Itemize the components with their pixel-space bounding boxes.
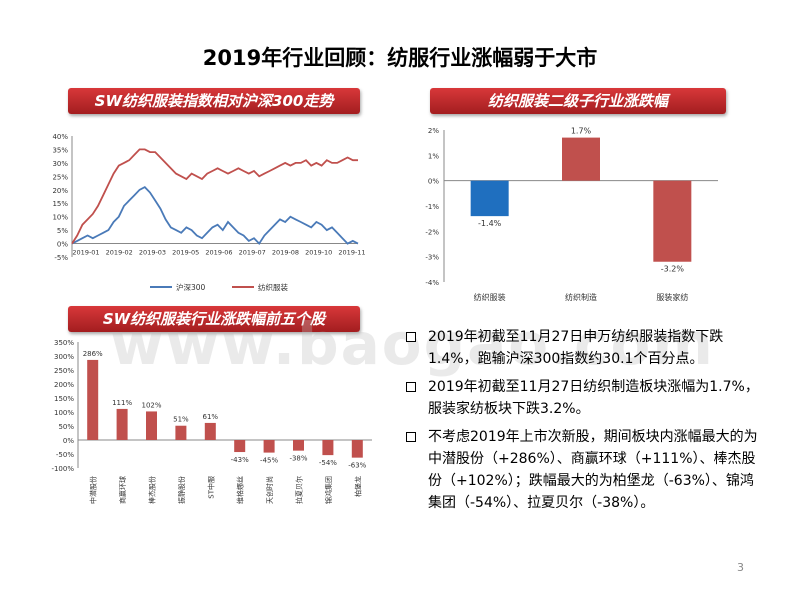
- y-tick-label: 35%: [52, 146, 68, 154]
- x-tick-label: 2019-03: [139, 249, 166, 257]
- bar: [562, 137, 600, 181]
- square-bullet-icon: [406, 432, 416, 442]
- bar: [263, 440, 275, 453]
- bar: [146, 411, 157, 440]
- data-label: -63%: [348, 462, 366, 470]
- sub-industry-chart: 2% 1% 0% -1% -2% -3% -4% -1.4% 纺织服装 1.7% 纺织制造 -3.2%…: [425, 127, 718, 302]
- legend-label: 沪深300: [176, 282, 206, 292]
- bullet-text: 2019年初截至11月27日申万纺织服装指数下跌1.4%，跑输沪深300指数约3…: [428, 329, 724, 367]
- slide-title: 2019年行业回顾：纺服行业涨幅弱于大市: [202, 46, 598, 70]
- y-tick-label: 350%: [54, 339, 74, 347]
- line-chart-banner: SW纺织服装指数相对沪深300走势: [68, 88, 360, 114]
- bullet-text: 2019年初截至11月27日纺织制造板块涨幅为1.7%，服装家纺板块下跌3.2%…: [428, 379, 759, 417]
- top-stocks-banner: SW纺织服装行业涨跌幅前五个股: [68, 306, 360, 332]
- series-line-hs300: [71, 185, 359, 246]
- category-label: 维格娜丝: [236, 476, 245, 504]
- y-tick-label: 2%: [428, 127, 439, 135]
- bar: [204, 422, 216, 440]
- category-label: 中潜股份: [89, 476, 98, 504]
- x-tick-label: 2019-07: [239, 249, 266, 257]
- bar: [653, 180, 692, 262]
- bar: [470, 180, 509, 217]
- data-label: -38%: [289, 455, 307, 463]
- bar: [87, 359, 99, 440]
- x-tick-label: 2019-10: [305, 249, 332, 257]
- y-tick-label: 0%: [428, 178, 439, 186]
- y-tick-label: 250%: [54, 367, 74, 375]
- series-line-textile: [71, 148, 358, 245]
- category-label: 纺织制造: [565, 292, 597, 302]
- data-label: -43%: [231, 456, 249, 464]
- y-tick-label: 0%: [63, 437, 74, 445]
- bullet-text: 不考虑2019年上市次新股，期间板块内涨幅最大的为中潜股份（+286%）、商赢环…: [428, 429, 758, 511]
- x-tick-label: 2019-01: [72, 249, 99, 257]
- y-tick-label: -1%: [425, 203, 439, 211]
- x-tick-label: 2019-06: [205, 249, 232, 257]
- y-tick-label: 50%: [58, 423, 74, 431]
- data-label: 51%: [173, 416, 189, 424]
- y-tick-label: -100%: [51, 465, 74, 473]
- y-tick-label: -3%: [425, 254, 439, 262]
- y-tick-label: 200%: [54, 381, 74, 389]
- data-label: 61%: [203, 413, 219, 421]
- x-tick-label: 2019-02: [106, 249, 133, 257]
- data-label: 1.7%: [571, 127, 592, 136]
- legend-label: 纺织服装: [258, 282, 288, 292]
- x-tick-label: 2019-05: [172, 249, 199, 257]
- x-tick-label: 2019-08: [272, 249, 299, 257]
- y-tick-label: 10%: [52, 214, 68, 222]
- category-label: 拉夏贝尔: [295, 476, 304, 504]
- bar: [351, 440, 363, 458]
- bullet-item: 不考虑2019年上市次新股，期间板块内涨幅最大的为中潜股份（+286%）、商赢环…: [404, 426, 764, 514]
- y-tick-label: 0%: [57, 241, 68, 249]
- category-label: 棒杰股份: [148, 476, 157, 504]
- category-label: 柏堡龙: [353, 476, 362, 497]
- y-tick-label: 300%: [54, 353, 74, 361]
- square-bullet-icon: [406, 332, 416, 342]
- category-label: ST中服: [206, 476, 215, 499]
- category-label: 服装家纺: [656, 292, 688, 302]
- page-number: 3: [737, 561, 744, 574]
- category-label: 锦鸿集团: [324, 476, 333, 504]
- bullet-list: 2019年初截至11月27日申万纺织服装指数下跌1.4%，跑输沪深300指数约3…: [404, 326, 764, 520]
- category-label: 商赢环球: [118, 476, 127, 504]
- y-tick-label: 100%: [54, 409, 74, 417]
- bullet-item: 2019年初截至11月27日申万纺织服装指数下跌1.4%，跑输沪深300指数约3…: [404, 326, 764, 370]
- data-label: 286%: [83, 350, 103, 358]
- bar: [116, 408, 128, 440]
- bar: [322, 440, 334, 456]
- y-tick-label: -5%: [54, 254, 68, 262]
- y-tick-label: 25%: [52, 173, 68, 181]
- category-label: 振静股份: [177, 476, 186, 504]
- category-label: 天创时尚: [265, 476, 274, 504]
- square-bullet-icon: [406, 382, 416, 392]
- y-tick-label: 40%: [52, 133, 68, 141]
- bar: [293, 440, 304, 451]
- y-tick-label: 150%: [54, 395, 74, 403]
- data-label: -45%: [260, 457, 278, 465]
- data-label: 111%: [112, 399, 132, 407]
- y-tick-label: 30%: [52, 160, 68, 168]
- sub-industry-banner: 纺织服装二级子行业涨跌幅: [430, 88, 726, 114]
- data-label: -1.4%: [478, 219, 502, 228]
- y-tick-label: -2%: [425, 228, 439, 236]
- y-tick-label: -50%: [56, 451, 74, 459]
- bullet-item: 2019年初截至11月27日纺织制造板块涨幅为1.7%，服装家纺板块下跌3.2%…: [404, 376, 764, 420]
- top-stocks-chart: 350% 300% 250% 200% 150% 100% 50% 0% -50% -100% 28…: [51, 339, 372, 504]
- x-tick-label: 2019-11: [338, 249, 365, 257]
- relative-trend-chart: 40% 35% 30% 25% 20% 15% 10% 5% 0% -5% 2019-01 2019-…: [52, 133, 365, 292]
- y-tick-label: 1%: [428, 152, 439, 160]
- bar: [175, 425, 187, 440]
- data-label: -54%: [319, 459, 337, 467]
- y-tick-label: -4%: [425, 279, 439, 287]
- y-tick-label: 5%: [57, 227, 68, 235]
- bar: [234, 440, 246, 453]
- y-tick-label: 15%: [52, 200, 68, 208]
- y-tick-label: 20%: [52, 187, 68, 195]
- data-label: 102%: [141, 401, 161, 409]
- data-label: -3.2%: [661, 265, 685, 274]
- category-label: 纺织服装: [474, 292, 506, 302]
